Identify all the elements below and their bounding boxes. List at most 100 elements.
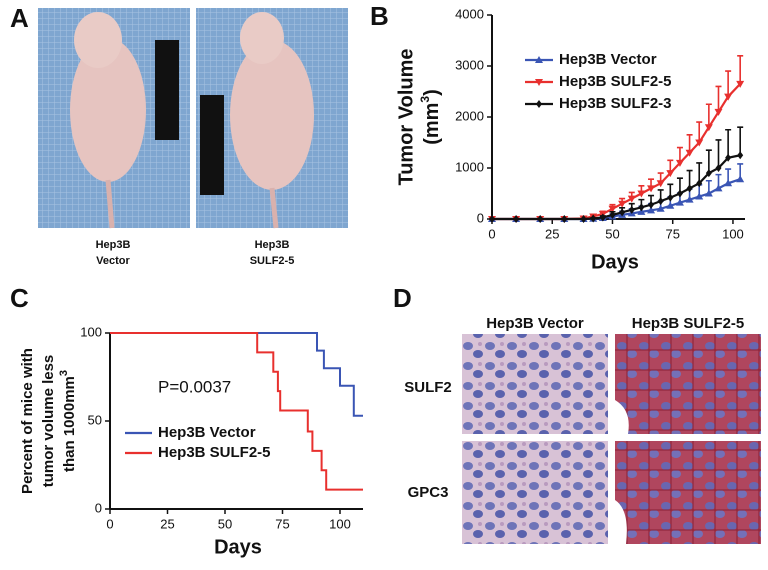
marker bbox=[704, 124, 713, 132]
superscript: 3 bbox=[418, 96, 432, 103]
caption: Hep3B bbox=[96, 239, 131, 251]
marker bbox=[685, 195, 694, 203]
marker bbox=[590, 214, 597, 223]
legend-marker bbox=[535, 79, 543, 86]
marker bbox=[715, 164, 722, 172]
label-line: than 1000mm bbox=[61, 376, 78, 472]
legend-label: Hep3B SULF2-5 bbox=[158, 444, 271, 461]
marker bbox=[609, 210, 616, 219]
marker bbox=[675, 198, 684, 206]
legend-marker bbox=[536, 100, 542, 108]
photo-vector bbox=[38, 8, 190, 229]
annotation: P=0.0037 bbox=[158, 377, 231, 396]
legend-label: Hep3B Vector bbox=[559, 51, 657, 68]
y-axis-label: Percent of mice with bbox=[19, 348, 36, 494]
y-tick-label: 100 bbox=[80, 324, 102, 339]
marker bbox=[608, 205, 617, 213]
marker bbox=[676, 189, 683, 198]
panel-label: B bbox=[370, 1, 389, 31]
label-line: Percent of mice with bbox=[19, 348, 36, 494]
marker bbox=[656, 180, 665, 188]
marker bbox=[648, 200, 655, 209]
stain-image bbox=[615, 441, 761, 544]
marker bbox=[736, 175, 745, 183]
series-line bbox=[492, 154, 741, 221]
stain-image bbox=[462, 334, 608, 434]
marker bbox=[737, 151, 744, 160]
error-bar bbox=[715, 139, 722, 168]
y-tick-label: 2000 bbox=[455, 108, 484, 123]
panel-label: C bbox=[10, 283, 29, 313]
marker bbox=[628, 205, 635, 214]
marker bbox=[489, 215, 495, 223]
marker bbox=[638, 203, 645, 212]
row-label: SULF2 bbox=[404, 379, 452, 396]
x-tick-label: 75 bbox=[665, 226, 679, 241]
y-axis-label: (mm3) bbox=[418, 89, 443, 145]
marker bbox=[637, 207, 646, 215]
marker bbox=[657, 197, 664, 206]
photo-sulf2-5 bbox=[196, 8, 348, 229]
x-tick-label: 25 bbox=[160, 516, 174, 531]
marker bbox=[705, 169, 712, 178]
unit: (mm bbox=[421, 103, 443, 145]
x-tick-label: 75 bbox=[275, 516, 289, 531]
caption: Vector bbox=[96, 255, 130, 267]
label-line: tumor volume less bbox=[40, 355, 57, 488]
y-axis-label: Tumor Volume bbox=[395, 48, 417, 185]
error-bar bbox=[715, 85, 722, 112]
marker bbox=[725, 153, 732, 162]
legend-label: Hep3B SULF2-5 bbox=[559, 73, 672, 90]
error-bar bbox=[725, 128, 732, 158]
marker bbox=[513, 215, 520, 223]
x-tick-label: 50 bbox=[605, 226, 619, 241]
marker bbox=[685, 149, 694, 157]
marker bbox=[714, 108, 723, 116]
error-bar bbox=[705, 103, 712, 128]
marker bbox=[561, 215, 568, 223]
marker bbox=[619, 208, 626, 217]
stain-image bbox=[615, 334, 761, 434]
marker bbox=[696, 179, 703, 188]
row-label: GPC3 bbox=[408, 484, 449, 501]
y-tick-label: 0 bbox=[477, 210, 484, 225]
legend-label: Hep3B SULF2-3 bbox=[559, 95, 672, 112]
stain-image bbox=[462, 441, 608, 544]
y-tick-label: 50 bbox=[88, 412, 102, 427]
error-bar bbox=[725, 70, 732, 97]
marker bbox=[695, 139, 704, 147]
marker bbox=[736, 80, 745, 88]
caption: SULF2-5 bbox=[250, 255, 295, 267]
marker bbox=[647, 185, 656, 193]
y-tick-label: 1000 bbox=[455, 159, 484, 174]
marker bbox=[656, 204, 665, 212]
marker bbox=[580, 215, 587, 223]
x-tick-label: 50 bbox=[218, 516, 232, 531]
marker bbox=[666, 170, 675, 178]
column-header: Hep3B Vector bbox=[486, 315, 584, 332]
y-axis-label: tumor volume less bbox=[40, 355, 57, 488]
error-bar bbox=[696, 121, 703, 143]
survival-curve bbox=[110, 332, 363, 417]
marker bbox=[667, 193, 674, 202]
y-axis-label: than 1000mm3 bbox=[58, 370, 78, 472]
marker bbox=[666, 201, 675, 209]
legend-marker bbox=[535, 56, 543, 63]
superscript: 3 bbox=[58, 370, 70, 376]
marker bbox=[627, 195, 636, 203]
marker bbox=[714, 184, 723, 192]
y-tick-label: 4000 bbox=[455, 6, 484, 21]
y-tick-label: 3000 bbox=[455, 57, 484, 72]
x-tick-label: 100 bbox=[722, 226, 744, 241]
marker bbox=[618, 200, 627, 208]
marker bbox=[704, 189, 713, 197]
x-axis-label: Days bbox=[214, 536, 262, 558]
column-header: Hep3B SULF2-5 bbox=[632, 315, 745, 332]
caption: Hep3B bbox=[255, 239, 290, 251]
marker bbox=[637, 190, 646, 198]
x-tick-label: 0 bbox=[106, 516, 113, 531]
x-tick-label: 100 bbox=[329, 516, 351, 531]
marker bbox=[675, 159, 684, 167]
tissue-gap bbox=[615, 400, 629, 544]
